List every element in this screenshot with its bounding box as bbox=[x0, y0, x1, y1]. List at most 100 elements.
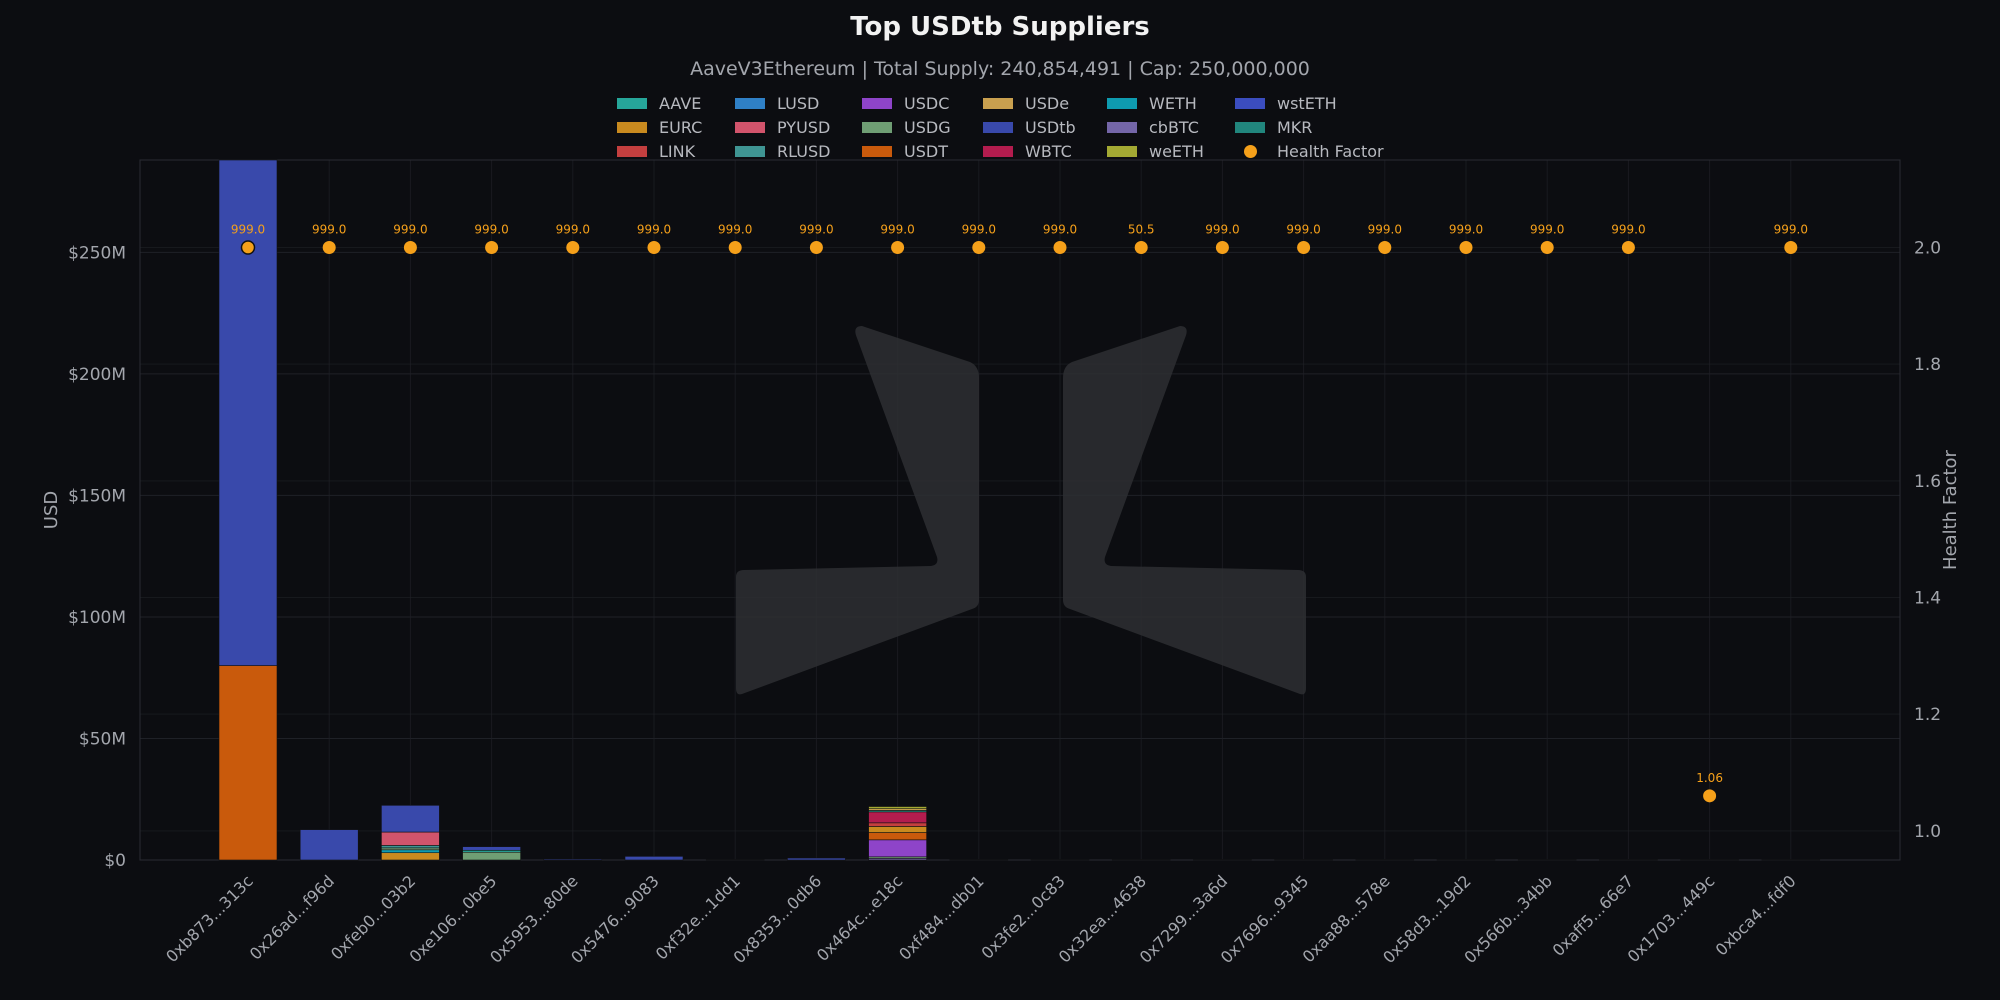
legend-item: USDT bbox=[862, 140, 948, 162]
health-factor-point bbox=[728, 241, 742, 254]
bar-segment bbox=[299, 829, 359, 861]
health-factor-label: 999.0 bbox=[1043, 223, 1077, 237]
legend-swatch bbox=[1235, 97, 1265, 109]
legend-item-health-factor: Health Factor bbox=[1235, 140, 1384, 162]
y2-tick-label: 1.0 bbox=[1914, 822, 1941, 842]
health-factor-label: 999.0 bbox=[799, 223, 833, 237]
legend-label: LUSD bbox=[777, 93, 820, 113]
legend-label: USDG bbox=[904, 117, 951, 137]
x-tick-label: 0xaff5...66e7 bbox=[1549, 871, 1638, 960]
legend-swatch bbox=[1107, 121, 1137, 133]
x-tick-label: 0x8353...0db6 bbox=[730, 871, 826, 967]
health-factor-label: 999.0 bbox=[474, 223, 508, 237]
y-tick-label: $150M bbox=[68, 486, 126, 506]
y-tick-label: $200M bbox=[68, 365, 126, 385]
health-factor-label: 999.0 bbox=[1205, 223, 1239, 237]
bar-segment bbox=[1193, 859, 1252, 861]
bar-segment bbox=[624, 856, 684, 861]
health-factor-point bbox=[1134, 241, 1148, 254]
watermark-left-shape bbox=[736, 326, 979, 695]
bar-segment bbox=[381, 845, 440, 849]
legend-item: USDG bbox=[862, 116, 951, 138]
health-factor-label: 999.0 bbox=[1368, 223, 1402, 237]
health-factor-label: 999.0 bbox=[1611, 223, 1645, 237]
bar-segment bbox=[1436, 859, 1496, 861]
health-factor-label: 999.0 bbox=[637, 223, 671, 237]
y-tick-label: $0 bbox=[104, 851, 126, 871]
bar-segment bbox=[868, 811, 927, 824]
health-factor-point bbox=[809, 241, 823, 254]
health-factor-point bbox=[1297, 241, 1311, 254]
x-tick-label: 0xbca4...fdf0 bbox=[1712, 871, 1800, 959]
legend-item: wstETH bbox=[1235, 92, 1337, 114]
bar-segment bbox=[868, 832, 927, 841]
legend-swatch bbox=[983, 145, 1013, 157]
x-tick-label: 0x566b...34bb bbox=[1460, 871, 1556, 967]
bar-segment bbox=[543, 858, 603, 861]
health-factor-label: 999.0 bbox=[962, 223, 996, 237]
legend-item: WETH bbox=[1107, 92, 1197, 114]
x-tick-label: 0x1703...449c bbox=[1624, 871, 1719, 966]
health-factor-point bbox=[647, 241, 661, 254]
health-factor-label: 999.0 bbox=[312, 223, 346, 237]
health-factor-point bbox=[322, 241, 336, 254]
health-factor-point bbox=[485, 241, 499, 254]
y-tick-label: $250M bbox=[68, 243, 126, 263]
bar-segment bbox=[1111, 859, 1171, 861]
health-factor-point bbox=[891, 241, 905, 254]
legend-dot-icon bbox=[1244, 144, 1257, 158]
health-factor-point bbox=[1621, 241, 1635, 254]
legend-swatch bbox=[735, 121, 765, 133]
legend-item: RLUSD bbox=[735, 140, 830, 162]
bar-segment bbox=[1274, 859, 1333, 861]
plot-frame bbox=[139, 159, 1901, 861]
health-factor-label: 999.0 bbox=[393, 223, 427, 237]
bar-segment bbox=[787, 857, 846, 861]
legend-swatch bbox=[735, 145, 765, 157]
health-factor-point bbox=[403, 241, 417, 254]
health-factor-label: 999.0 bbox=[718, 223, 752, 237]
legend-item: weETH bbox=[1107, 140, 1204, 162]
y-tick-label: $100M bbox=[68, 608, 126, 628]
health-factor-label: 999.0 bbox=[1774, 223, 1808, 237]
bar-segment bbox=[705, 859, 765, 861]
chart-subtitle: AaveV3Ethereum | Total Supply: 240,854,4… bbox=[690, 58, 1310, 80]
health-factor-point bbox=[972, 241, 986, 254]
health-factor-point bbox=[1459, 241, 1473, 254]
legend-item: AAVE bbox=[617, 92, 701, 114]
legend-swatch bbox=[735, 97, 765, 109]
legend-item: MKR bbox=[1235, 116, 1312, 138]
bar-segment bbox=[381, 852, 440, 861]
health-factor-point bbox=[1784, 241, 1798, 254]
legend-item: LINK bbox=[617, 140, 695, 162]
legend-label: RLUSD bbox=[777, 141, 831, 161]
legend-swatch bbox=[617, 145, 647, 157]
bar-segment bbox=[218, 665, 278, 861]
legend-label: WBTC bbox=[1025, 141, 1072, 161]
legend-swatch bbox=[617, 121, 647, 133]
health-factor-label: 999.0 bbox=[1286, 223, 1320, 237]
bar-segment bbox=[868, 822, 927, 827]
health-factor-label: 999.0 bbox=[556, 223, 590, 237]
bar-segment bbox=[381, 831, 440, 846]
chart-title: Top USDtb Suppliers bbox=[850, 12, 1150, 42]
health-factor-point bbox=[1215, 241, 1229, 254]
y2-tick-label: 2.0 bbox=[1914, 239, 1941, 259]
bar-segment bbox=[1761, 859, 1821, 861]
legend-label: WETH bbox=[1149, 93, 1197, 113]
y2-tick-label: 1.8 bbox=[1914, 355, 1941, 375]
legend-label: cbBTC bbox=[1149, 117, 1199, 137]
legend-swatch bbox=[1107, 145, 1137, 157]
legend-item: LUSD bbox=[735, 92, 819, 114]
bar-segment bbox=[868, 839, 927, 858]
health-factor-label: 50.5 bbox=[1128, 223, 1155, 237]
watermark-logo-icon bbox=[736, 326, 1306, 695]
legend-label: LINK bbox=[659, 141, 696, 161]
bar-segment bbox=[462, 846, 521, 851]
legend-swatch bbox=[983, 97, 1013, 109]
legend-label: USDe bbox=[1025, 93, 1070, 113]
legend-item: EURC bbox=[617, 116, 702, 138]
health-factor-point bbox=[1378, 241, 1392, 254]
legend-item: PYUSD bbox=[735, 116, 830, 138]
